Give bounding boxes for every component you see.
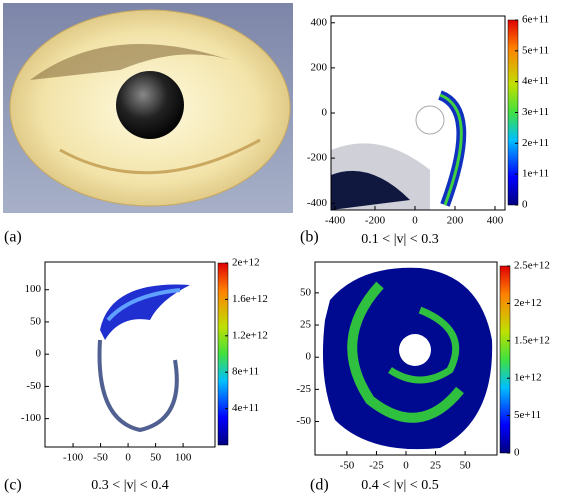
y-tick-label: -400 bbox=[307, 197, 328, 209]
panel-d-image bbox=[323, 268, 492, 449]
colorbar-tick-label: 1.6e+12 bbox=[232, 293, 268, 305]
y-tick-label: -25 bbox=[296, 383, 311, 395]
panel-label: (a) bbox=[4, 229, 22, 246]
x-tick-label: 400 bbox=[487, 215, 504, 227]
colorbar-tick-label: 2e+12 bbox=[232, 257, 260, 269]
y-tick-label: 100 bbox=[25, 283, 42, 295]
y-tick-label: -50 bbox=[26, 380, 41, 392]
x-tick-label: -50 bbox=[93, 452, 108, 464]
x-tick-label: -200 bbox=[365, 215, 386, 227]
colorbar-tick-label: 2e+12 bbox=[514, 297, 542, 309]
x-tick-label: -400 bbox=[325, 215, 346, 227]
colorbar-tick-label: 0 bbox=[514, 447, 520, 459]
panel-a-image bbox=[3, 3, 293, 213]
y-tick-label: 25 bbox=[300, 319, 312, 331]
panel-c-image bbox=[45, 262, 215, 447]
panel-caption: 0.1 < |v| < 0.3 bbox=[361, 232, 438, 247]
colorbar-tick-label: 4e+11 bbox=[522, 75, 549, 87]
y-tick-label: 200 bbox=[311, 61, 328, 73]
colorbar-tick-label: 1e+12 bbox=[514, 372, 542, 384]
y-tick-label: 400 bbox=[311, 16, 328, 28]
panel-caption: 0.3 < |v| < 0.4 bbox=[91, 478, 168, 493]
colorbar-tick-label: 0 bbox=[522, 199, 528, 211]
colorbar-tick-label: 8e+11 bbox=[232, 366, 259, 378]
y-tick-label: 0 bbox=[322, 107, 328, 119]
panel-label: (d) bbox=[310, 477, 329, 494]
colorbar-tick-label: 5e+11 bbox=[522, 44, 549, 56]
y-tick-label: -50 bbox=[296, 415, 311, 427]
x-tick-label: -100 bbox=[63, 452, 84, 464]
figure: (a) (b) 0.1 < |v| < 0.3 -400 -200 0 200 400 -400… bbox=[0, 0, 577, 496]
x-tick-label: 0 bbox=[125, 452, 131, 464]
panel-label: (c) bbox=[4, 477, 22, 494]
panel-b-image bbox=[331, 16, 505, 210]
x-tick-label: 0 bbox=[412, 215, 418, 227]
x-tick-label: -50 bbox=[340, 460, 355, 472]
x-tick-label: 200 bbox=[447, 215, 464, 227]
colorbar bbox=[500, 266, 510, 453]
panel-caption: 0.4 < |v| < 0.5 bbox=[361, 478, 438, 493]
colorbar-tick-label: 1.5e+12 bbox=[514, 334, 550, 346]
y-tick-label: 50 bbox=[300, 286, 312, 298]
colorbar-tick-label: 6e+11 bbox=[522, 14, 549, 26]
y-tick-label: 0 bbox=[36, 348, 42, 360]
x-tick-label: 50 bbox=[150, 452, 162, 464]
y-tick-label: 50 bbox=[30, 315, 42, 327]
colorbar-tick-label: 4e+11 bbox=[232, 402, 259, 414]
y-tick-label: -100 bbox=[21, 412, 42, 424]
colorbar-tick-label: 3e+11 bbox=[522, 106, 549, 118]
y-tick-label: 0 bbox=[306, 351, 312, 363]
colorbar-tick-label: 1e+11 bbox=[522, 168, 549, 180]
x-tick-label: -25 bbox=[369, 460, 384, 472]
colorbar-tick-label: 2.5e+12 bbox=[514, 260, 550, 272]
x-tick-label: 25 bbox=[430, 460, 442, 472]
colorbar bbox=[218, 263, 228, 445]
x-tick-label: 0 bbox=[403, 460, 409, 472]
x-tick-label: 100 bbox=[175, 452, 192, 464]
x-tick-label: 50 bbox=[460, 460, 472, 472]
y-tick-label: -200 bbox=[307, 152, 328, 164]
panel-label: (b) bbox=[300, 229, 319, 246]
colorbar-tick-label: 5e+11 bbox=[514, 409, 541, 421]
colorbar-tick-label: 1.2e+12 bbox=[232, 329, 268, 341]
colorbar-tick-label: 2e+11 bbox=[522, 137, 549, 149]
